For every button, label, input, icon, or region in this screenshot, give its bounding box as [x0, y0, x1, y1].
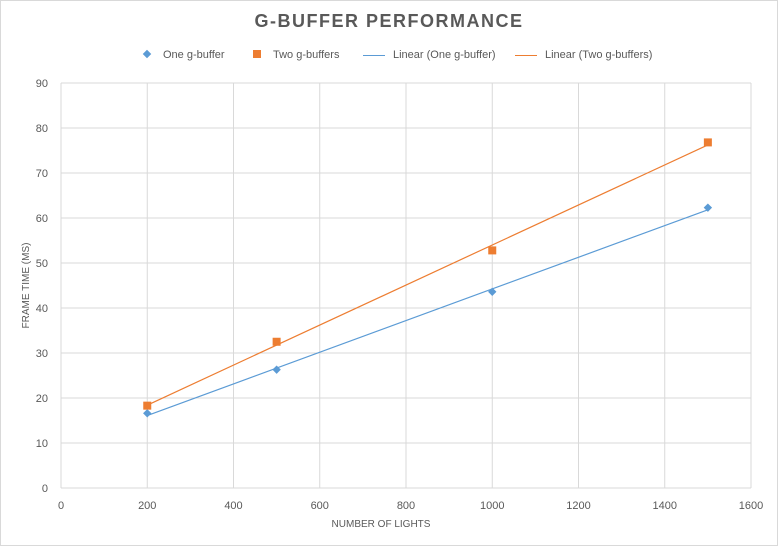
- y-tick-label: 40: [36, 303, 48, 315]
- gridlines: [60, 82, 752, 489]
- chart-title: G-BUFFER PERFORMANCE: [254, 11, 524, 31]
- legend-label-linear-one-g-buffer: Linear (One g-buffer): [393, 49, 496, 61]
- line-marker-icon: [363, 49, 387, 61]
- data-point-diamond: [703, 203, 713, 212]
- y-tick-label: 50: [36, 258, 48, 270]
- x-tick-label: 1000: [480, 500, 504, 512]
- legend-label-linear-two-g-buffers: Linear (Two g-buffers): [545, 49, 653, 61]
- data-point-square: [143, 401, 152, 410]
- x-tick-label: 1600: [739, 500, 763, 512]
- legend-label-two-g-buffers: Two g-buffers: [273, 49, 340, 61]
- x-axis-title: NUMBER OF LIGHTS: [332, 519, 431, 530]
- trendlines: [146, 144, 709, 417]
- data-point-square: [488, 246, 497, 255]
- trendline: [146, 144, 709, 406]
- legend-item-linear-two-g-buffers: Linear (Two g-buffers): [515, 49, 652, 61]
- data-markers: [143, 138, 713, 418]
- x-tick-label: 600: [311, 500, 329, 512]
- square-marker-icon: [249, 49, 267, 61]
- x-tick-label: 1400: [653, 500, 677, 512]
- y-tick-label: 10: [36, 438, 48, 450]
- y-tick-label: 0: [42, 483, 48, 495]
- x-tick-label: 400: [224, 500, 242, 512]
- y-axis-title: FRAME TIME (MS): [21, 243, 32, 329]
- legend-item-two-g-buffers: Two g-buffers: [249, 49, 339, 61]
- legend-label-one-g-buffer: One g-buffer: [163, 49, 225, 61]
- y-tick-label: 90: [36, 78, 48, 90]
- data-point-square: [272, 337, 281, 346]
- y-tick-label: 70: [36, 168, 48, 180]
- x-tick-label: 0: [58, 500, 64, 512]
- y-tick-label: 20: [36, 393, 48, 405]
- legend-item-linear-one-g-buffer: Linear (One g-buffer): [363, 49, 496, 61]
- x-tick-label: 800: [397, 500, 415, 512]
- y-tick-label: 30: [36, 348, 48, 360]
- line-marker-icon: [515, 49, 539, 61]
- x-tick-label: 1200: [566, 500, 590, 512]
- legend-item-one-g-buffer: One g-buffer: [139, 49, 225, 61]
- data-point-square: [703, 138, 712, 147]
- trendline: [147, 209, 709, 417]
- x-tick-label: 200: [138, 500, 156, 512]
- data-point-diamond: [143, 409, 152, 418]
- legend: One g-buffer Two g-buffers Linear (One g…: [1, 49, 777, 67]
- y-tick-label: 60: [36, 213, 48, 225]
- y-tick-label: 80: [36, 123, 48, 135]
- tick-labels: 0 10 20 30 40 50 60 70 80 90 0 200 400 600 800 1000 1200…: [36, 78, 763, 512]
- data-point-diamond: [488, 287, 497, 296]
- data-point-diamond: [272, 365, 281, 374]
